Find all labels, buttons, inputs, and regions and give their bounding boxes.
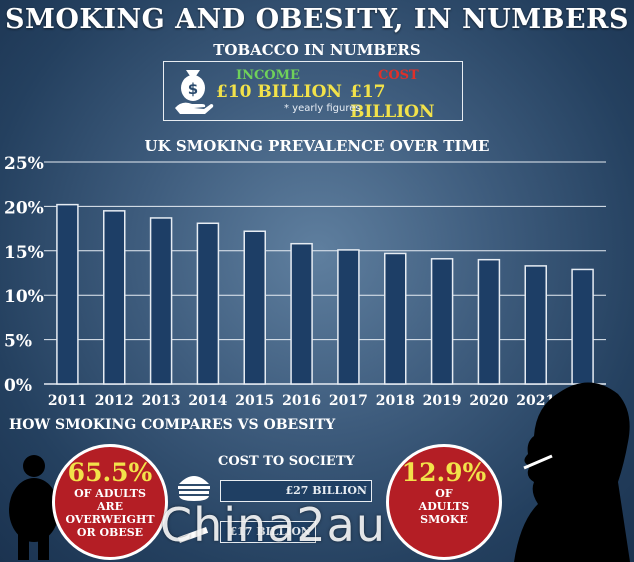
bar [290,242,313,385]
smoking-stat-circle: 12.9% OF ADULTS SMOKE [386,444,502,560]
x-tick-label: 2019 [423,393,462,409]
obesity-text-4: OR OBESE [76,526,144,539]
smoker-silhouette-icon [514,382,630,562]
obesity-percent: 65.5% [67,458,153,487]
smoking-text-1: OF [435,487,453,500]
x-tick-label: 2015 [235,393,274,409]
smoking-text-3: SMOKE [420,513,468,526]
x-tick-label: 2020 [469,393,508,409]
bar [196,222,220,385]
x-tick-label: 2014 [188,393,227,409]
bar [337,249,360,385]
obesity-text-3: OVERWEIGHT [65,513,155,526]
y-tick-label: 25% [4,154,44,174]
page-title: SMOKING AND OBESITY, IN NUMBERS [5,4,629,35]
y-tick-label: 0% [4,376,32,396]
chart-title: UK SMOKING PREVALENCE OVER TIME [144,137,490,155]
smoking-text-2: ADULTS [418,500,470,513]
y-tick-label: 10% [4,287,44,307]
bar [430,258,454,385]
bar [571,268,594,385]
y-tick-label: 15% [4,243,44,263]
cost-label: COST [378,68,419,83]
obesity-cost-bar: £27 BILLION [220,480,372,502]
income-value: £10 BILLION [216,82,342,102]
burger-icon [178,476,210,501]
bar [56,203,79,385]
bar [524,265,547,385]
income-label: INCOME [236,68,300,83]
x-tick-label: 2016 [282,393,321,409]
y-tick-label: 20% [4,198,44,218]
tobacco-box: $ INCOME COST £10 BILLION £17 BILLION * … [163,61,463,122]
svg-text:$: $ [188,80,198,98]
bar [243,230,266,385]
y-tick-label: 5% [4,332,32,352]
watermark: Chinа2аu [160,498,387,552]
bar [103,210,126,385]
x-tick-label: 2018 [376,393,415,409]
bar [477,258,501,385]
money-hand-icon: $ [175,70,214,114]
bar [384,252,407,385]
cigarette-icon [177,527,209,543]
obesity-stat-circle: 65.5% OF ADULTS ARE OVERWEIGHT OR OBESE [52,444,168,560]
smoking-cost-bar: £17 BILLION [220,521,316,543]
x-tick-label: 2012 [95,393,134,409]
yearly-footnote: * yearly figures [284,103,361,114]
comparison-title: HOW SMOKING COMPARES VS OBESITY [9,417,336,433]
smoking-percent: 12.9% [401,458,487,487]
obesity-text-2: ARE [96,500,124,513]
society-cost-title: COST TO SOCIETY [218,454,355,469]
x-tick-label: 2017 [329,393,368,409]
x-tick-label: 2013 [142,393,181,409]
bar [149,217,173,385]
obesity-text-1: OF ADULTS [74,487,146,500]
obese-person-icon [9,455,59,560]
obesity-cost-value: £27 BILLION [285,484,368,497]
x-tick-label: 2011 [48,393,87,409]
smoking-cost-value: £17 BILLION [229,525,312,538]
cost-value: £17 BILLION [350,82,435,122]
tobacco-title: TOBACCO IN NUMBERS [213,41,421,59]
